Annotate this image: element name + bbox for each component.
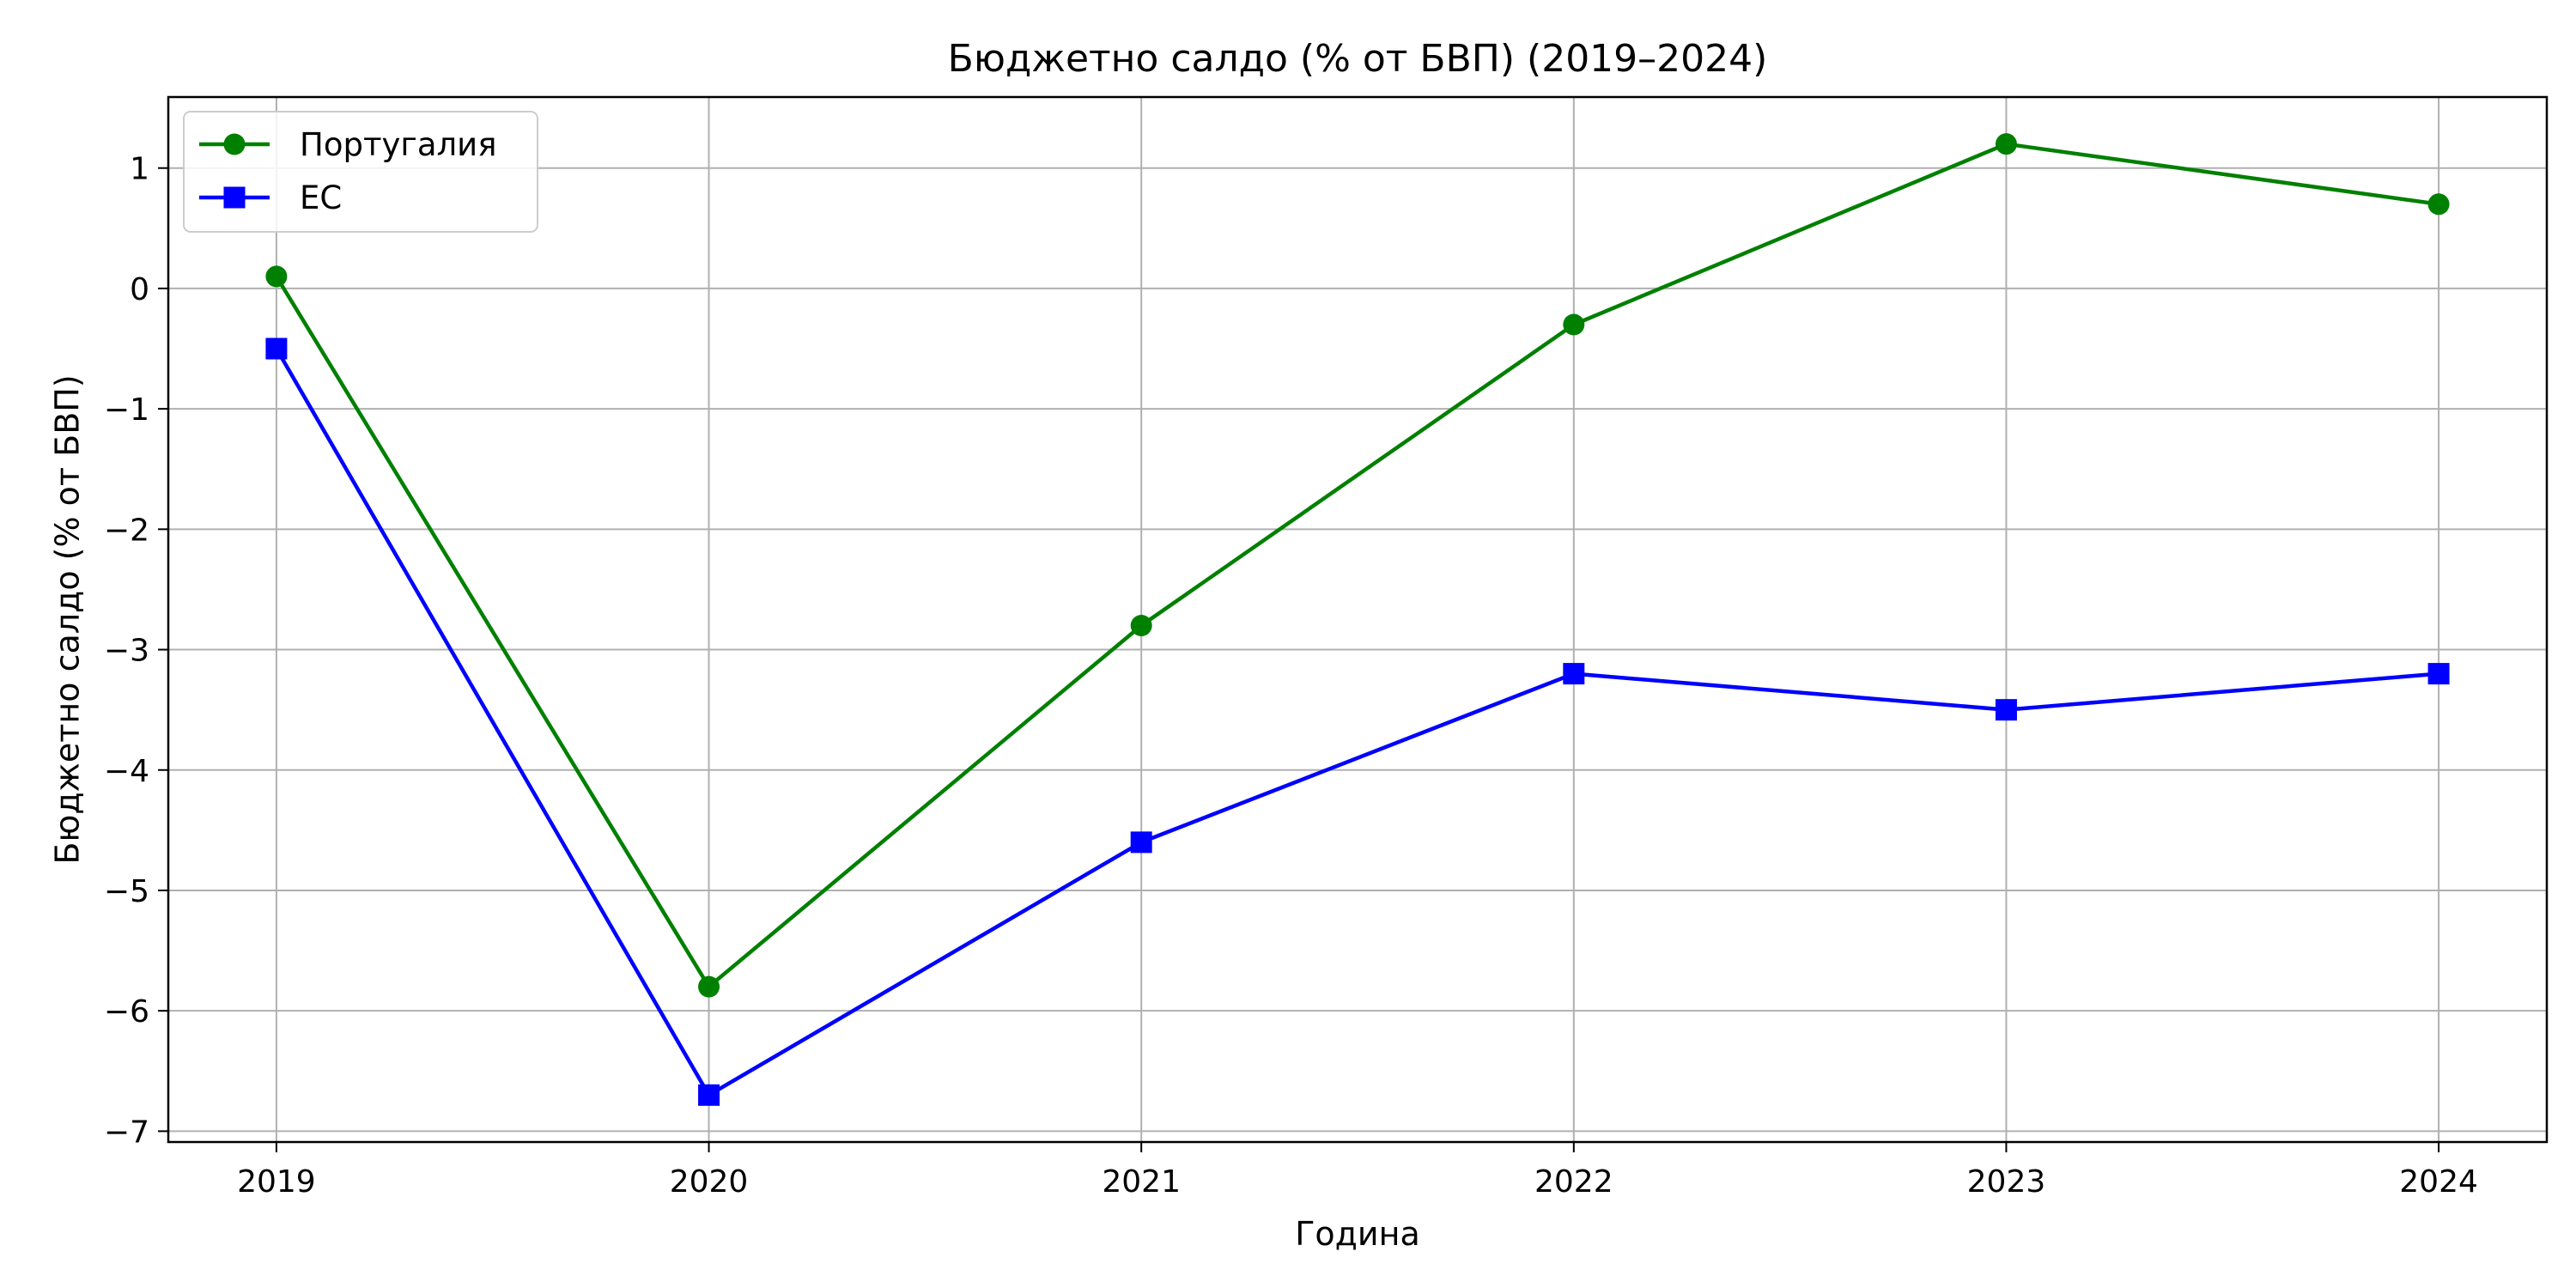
series-1 [265, 133, 2450, 998]
y-tick-label: −2 [104, 513, 149, 548]
y-tick-label: 0 [130, 272, 149, 307]
data-point [1563, 313, 1585, 336]
plot-frame [167, 95, 2549, 1144]
ticks: 2019 2020 2021 2022 2023 2024 1 0 −1 −2 −3 −4 −5 −6 −7 [104, 152, 2478, 1200]
data-point [2427, 663, 2450, 685]
legend-box [183, 111, 538, 233]
legend-marker [223, 133, 246, 155]
data-point [1130, 615, 1152, 637]
y-tick-label: −5 [104, 874, 149, 909]
series-2 [265, 337, 2450, 1106]
data-point [265, 265, 288, 288]
series-line [274, 347, 2439, 1097]
y-tick-label: −7 [104, 1115, 149, 1150]
x-tick-label: 2023 [1967, 1164, 2046, 1200]
legend-item: ЕС [199, 179, 342, 216]
x-tick-label: 2019 [237, 1164, 316, 1200]
legend: Португалия ЕС [183, 111, 538, 233]
series-group [265, 133, 2450, 1106]
y-tick-label: 1 [130, 152, 149, 187]
data-point [698, 975, 720, 998]
x-tick-label: 2024 [2399, 1164, 2478, 1200]
data-point [1563, 663, 1585, 685]
data-point [698, 1084, 720, 1106]
data-point [1995, 699, 2017, 721]
data-point [265, 337, 288, 360]
legend-item: Португалия [199, 126, 496, 163]
data-point [1130, 831, 1152, 854]
x-axis-label: Година [1295, 1215, 1420, 1253]
x-tick-label: 2021 [1102, 1164, 1181, 1200]
y-tick-label: −1 [104, 392, 149, 428]
data-point [1995, 133, 2017, 155]
grid [168, 97, 2547, 1142]
chart-title: Бюджетно салдо (% от БВП) (2019–2024) [948, 37, 1768, 81]
x-tick-label: 2022 [1534, 1164, 1613, 1200]
y-axis-label: Бюджетно салдо (% от БВП) [48, 374, 86, 864]
data-point [2427, 193, 2450, 216]
legend-marker [223, 186, 246, 209]
legend-label: ЕС [300, 179, 342, 216]
y-tick-label: −3 [104, 634, 149, 669]
series-line [274, 142, 2439, 989]
x-tick-label: 2020 [670, 1164, 749, 1200]
legend-label: Португалия [300, 126, 496, 163]
y-tick-label: −6 [104, 994, 149, 1030]
y-tick-label: −4 [104, 754, 149, 789]
